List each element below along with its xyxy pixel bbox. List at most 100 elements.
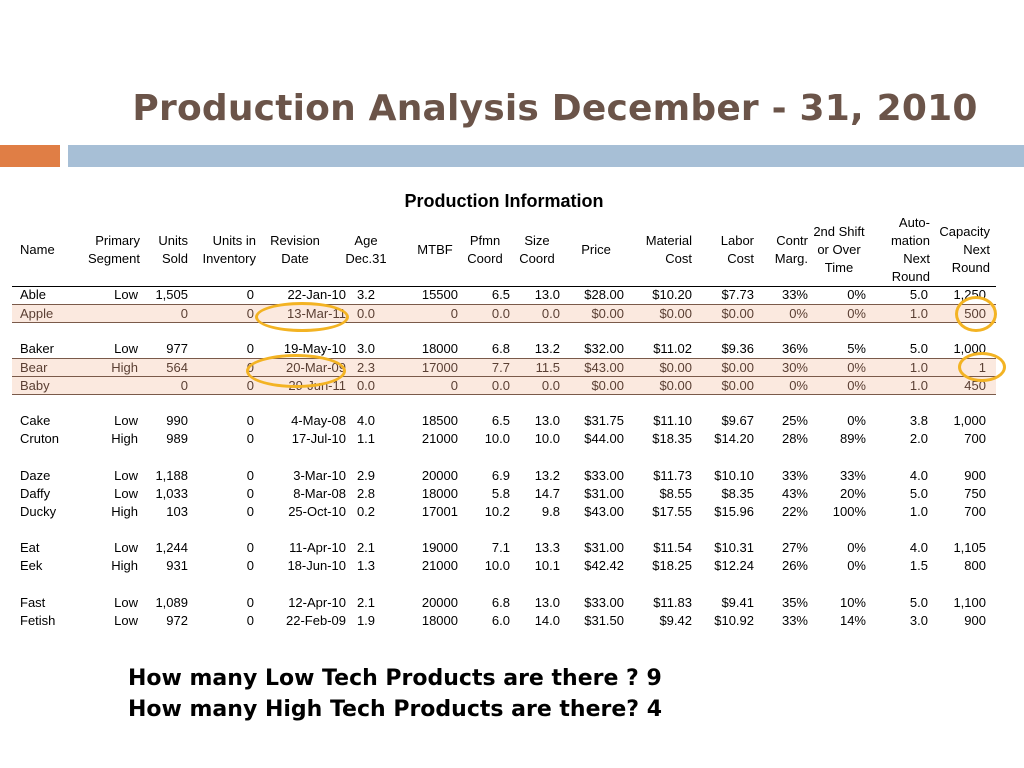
cell-age: 0.2 [356, 504, 376, 519]
cell-pfmn: 6.8 [491, 595, 510, 610]
cell-price: $42.42 [584, 558, 624, 573]
cell-automation: 5.0 [909, 595, 928, 610]
cell-sold: 1,188 [155, 468, 188, 483]
cell-mtbf: 17001 [421, 504, 458, 519]
cell-pfmn: 5.8 [491, 486, 510, 501]
cell-revision: 19-May-10 [283, 341, 346, 356]
accent-bar-orange [0, 145, 60, 167]
cell-mtbf: 18000 [421, 341, 458, 356]
cell-shift: 20% [839, 486, 866, 501]
cell-inventory: 0 [246, 468, 254, 483]
cell-inventory: 0 [246, 486, 254, 501]
cell-segment: Low [114, 413, 138, 428]
cell-pfmn: 6.5 [491, 287, 510, 302]
cell-capacity: 1,100 [953, 595, 986, 610]
table-row: Fast Low 1,089 0 12-Apr-10 2.1 20000 6.8 13.0 $33… [12, 594, 996, 612]
cell-labor: $12.24 [714, 558, 754, 573]
column-header-line: Units in [212, 233, 256, 248]
cell-pfmn: 6.8 [491, 341, 510, 356]
cell-automation: 1.0 [909, 306, 928, 321]
column-header-contr: Contr Marg. [764, 232, 808, 268]
cell-material: $10.20 [652, 287, 692, 302]
cell-price: $31.00 [584, 540, 624, 555]
cell-sold: 0 [180, 378, 188, 393]
cell-name: Daffy [20, 486, 51, 501]
cell-price: $28.00 [584, 287, 624, 302]
table-row: Fetish Low 972 0 22-Feb-09 1.9 18000 6.0 14.0 $31… [12, 612, 996, 630]
cell-capacity: 500 [964, 306, 986, 321]
cell-sold: 977 [166, 341, 188, 356]
table-row: Baby 0 0 29-Jun-11 0.0 0 0.0 0.0 $0.00 $0.00 $0.00… [12, 376, 996, 395]
cell-price: $33.00 [584, 595, 624, 610]
cell-price: $0.00 [591, 306, 624, 321]
cell-contr: 28% [781, 431, 808, 446]
cell-revision: 17-Jul-10 [291, 431, 346, 446]
cell-mtbf: 0 [450, 306, 458, 321]
table-row: Cake Low 990 0 4-May-08 4.0 18500 6.5 13.0 $31.75… [12, 412, 996, 430]
cell-capacity: 700 [964, 504, 986, 519]
column-header-age: Age Dec.31 [342, 232, 390, 268]
cell-inventory: 0 [246, 306, 254, 321]
column-header-name: Name [20, 241, 60, 259]
column-header-line: Inventory [202, 251, 256, 266]
cell-price: $43.00 [584, 360, 624, 375]
cell-size: 0.0 [541, 306, 560, 321]
cell-contr: 25% [781, 413, 808, 428]
column-header-line: Coord [467, 251, 503, 266]
cell-automation: 5.0 [909, 287, 928, 302]
column-header-line: or Over [817, 242, 861, 257]
cell-labor: $7.73 [721, 287, 754, 302]
column-header-line: Cost [665, 251, 692, 266]
cell-contr: 33% [781, 287, 808, 302]
cell-labor: $8.35 [721, 486, 754, 501]
cell-capacity: 1,250 [953, 287, 986, 302]
cell-pfmn: 6.5 [491, 413, 510, 428]
cell-size: 14.0 [534, 613, 560, 628]
table-row: Baker Low 977 0 19-May-10 3.0 18000 6.8 13.2 $32.… [12, 340, 996, 358]
cell-revision: 22-Jan-10 [287, 287, 346, 302]
column-header-line: Dec.31 [345, 251, 387, 266]
cell-automation: 3.0 [909, 613, 928, 628]
cell-sold: 989 [166, 431, 188, 446]
cell-pfmn: 7.1 [491, 540, 510, 555]
cell-age: 3.0 [356, 341, 376, 356]
cell-automation: 2.0 [909, 431, 928, 446]
column-header-line: mation [890, 233, 930, 248]
cell-age: 1.3 [356, 558, 376, 573]
cell-shift: 0% [847, 306, 866, 321]
cell-mtbf: 21000 [421, 558, 458, 573]
cell-shift: 0% [847, 540, 866, 555]
column-header-labor: Labor Cost [692, 232, 754, 268]
cell-mtbf: 21000 [421, 431, 458, 446]
cell-automation: 1.0 [909, 378, 928, 393]
cell-automation: 1.0 [909, 504, 928, 519]
cell-mtbf: 20000 [421, 595, 458, 610]
cell-inventory: 0 [246, 540, 254, 555]
cell-capacity: 750 [964, 486, 986, 501]
cell-contr: 26% [781, 558, 808, 573]
cell-price: $43.00 [584, 504, 624, 519]
column-header-line: Size [524, 233, 550, 248]
cell-inventory: 0 [246, 431, 254, 446]
cell-shift: 89% [839, 431, 866, 446]
cell-segment: Low [114, 613, 138, 628]
cell-age: 4.0 [356, 413, 376, 428]
cell-labor: $0.00 [721, 360, 754, 375]
column-header-line: Marg. [774, 251, 808, 266]
column-header-line: Pfmn [469, 233, 501, 248]
cell-inventory: 0 [246, 341, 254, 356]
table-header: Name Primary Segment Units Sold Units in Inven… [12, 214, 996, 284]
column-header-line: Cost [727, 251, 754, 266]
column-header-line: Contr [776, 233, 808, 248]
slide-title: Production Analysis December - 31, 2010 [132, 88, 978, 129]
cell-material: $0.00 [659, 306, 692, 321]
cell-age: 0.0 [356, 306, 376, 321]
cell-mtbf: 18000 [421, 613, 458, 628]
cell-size: 10.1 [534, 558, 560, 573]
column-header-shift: 2nd Shift or Over Time [808, 223, 870, 277]
cell-automation: 3.8 [909, 413, 928, 428]
table-row: Ducky High 103 0 25-Oct-10 0.2 17001 10.2 9.8 $43… [12, 503, 996, 521]
cell-labor: $15.96 [714, 504, 754, 519]
cell-revision: 11-Apr-10 [289, 540, 346, 555]
cell-size: 13.2 [534, 341, 560, 356]
